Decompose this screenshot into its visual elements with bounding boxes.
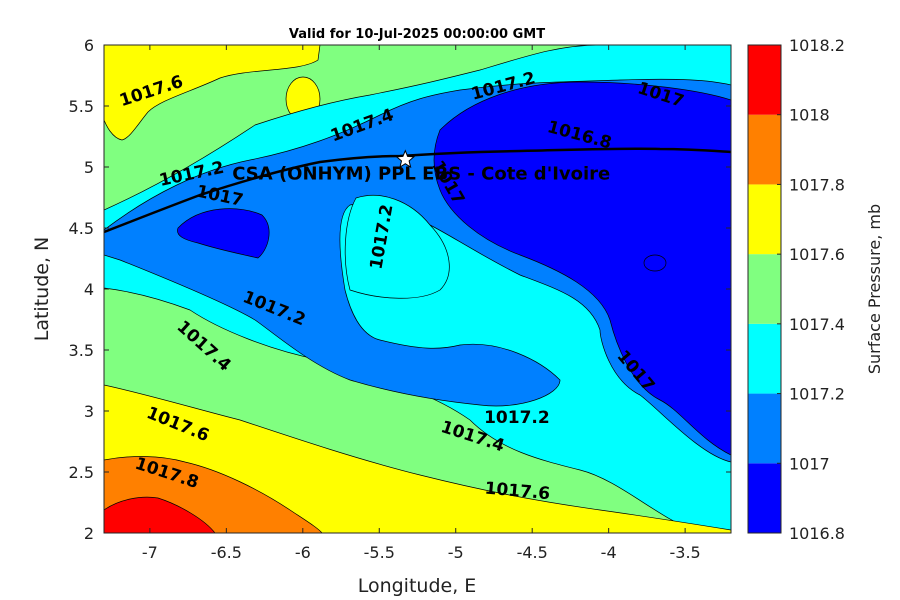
colorbar-swatch	[748, 184, 781, 255]
site-marker: CSA (ONHYM) PPL EBS - Cote d'Ivoire	[232, 149, 610, 185]
colorbar-swatch	[748, 254, 781, 324]
y-tick-label: 2	[84, 524, 94, 543]
contour-fill	[104, 45, 731, 533]
contour-label: 1017.2	[484, 408, 550, 428]
colorbar-tick-label: 1017.4	[789, 315, 845, 334]
colorbar-tick-label: 1017.2	[789, 385, 845, 404]
colorbar-swatch	[748, 114, 781, 185]
colorbar-tick-label: 1018.2	[789, 36, 845, 55]
x-tick-label: -5.5	[364, 543, 395, 562]
x-tick-label: -3.5	[670, 543, 701, 562]
band-1016-8-spot	[643, 254, 667, 272]
coastline	[104, 147, 731, 234]
x-tick-label: -5	[448, 543, 464, 562]
band-1016-8-west	[177, 208, 270, 259]
colorbar: 1016.8 1017 1017.2 1017.4 1017.6 1017.8 1018 10…	[747, 36, 845, 543]
y-tick-label: 4.5	[69, 219, 94, 238]
colorbar-swatch	[748, 323, 781, 394]
y-tick-label: 6	[84, 36, 94, 55]
colorbar-swatch	[748, 393, 781, 464]
colorbar-tick-label: 1018	[789, 106, 830, 125]
colorbar-label: Surface Pressure, mb	[865, 204, 884, 374]
y-axis: 2 2.5 3 3.5 4 4.5 5 5.5 6	[69, 36, 731, 543]
y-tick-label: 4	[84, 280, 94, 299]
colorbar-frame	[747, 44, 782, 534]
band-1018-0	[104, 496, 216, 533]
y-tick-label: 5.5	[69, 97, 94, 116]
y-tick-label: 3	[84, 402, 94, 421]
x-axis: -7 -6.5 -6 -5.5 -5 -4.5 -4 -3.5	[142, 45, 701, 562]
x-tick-label: -7	[142, 543, 158, 562]
band-1017-2-island	[344, 194, 450, 299]
site-star-icon	[395, 149, 416, 169]
site-label: CSA (ONHYM) PPL EBS - Cote d'Ivoire	[232, 164, 610, 185]
x-axis-label: Longitude, E	[358, 575, 477, 597]
y-tick-label: 2.5	[69, 463, 94, 482]
y-tick-label: 5	[84, 158, 94, 177]
band-1016-8-east	[433, 81, 731, 456]
colorbar-tick-label: 1017.6	[789, 245, 845, 264]
x-tick-label: -4	[601, 543, 617, 562]
y-tick-label: 3.5	[69, 341, 94, 360]
colorbar-swatch	[748, 463, 781, 533]
x-tick-label: -4.5	[517, 543, 548, 562]
x-tick-label: -6.5	[211, 543, 242, 562]
colorbar-tick-label: 1017.8	[789, 175, 845, 194]
chart-title: Valid for 10-Jul-2025 00:00:00 GMT	[289, 27, 545, 42]
colorbar-tick-label: 1017	[789, 454, 830, 473]
colorbar-swatch	[748, 45, 781, 115]
band-1017-6-top	[104, 45, 321, 141]
y-axis-label: Latitude, N	[31, 237, 53, 342]
colorbar-tick-label: 1016.8	[789, 524, 845, 543]
x-tick-label: -6	[295, 543, 311, 562]
